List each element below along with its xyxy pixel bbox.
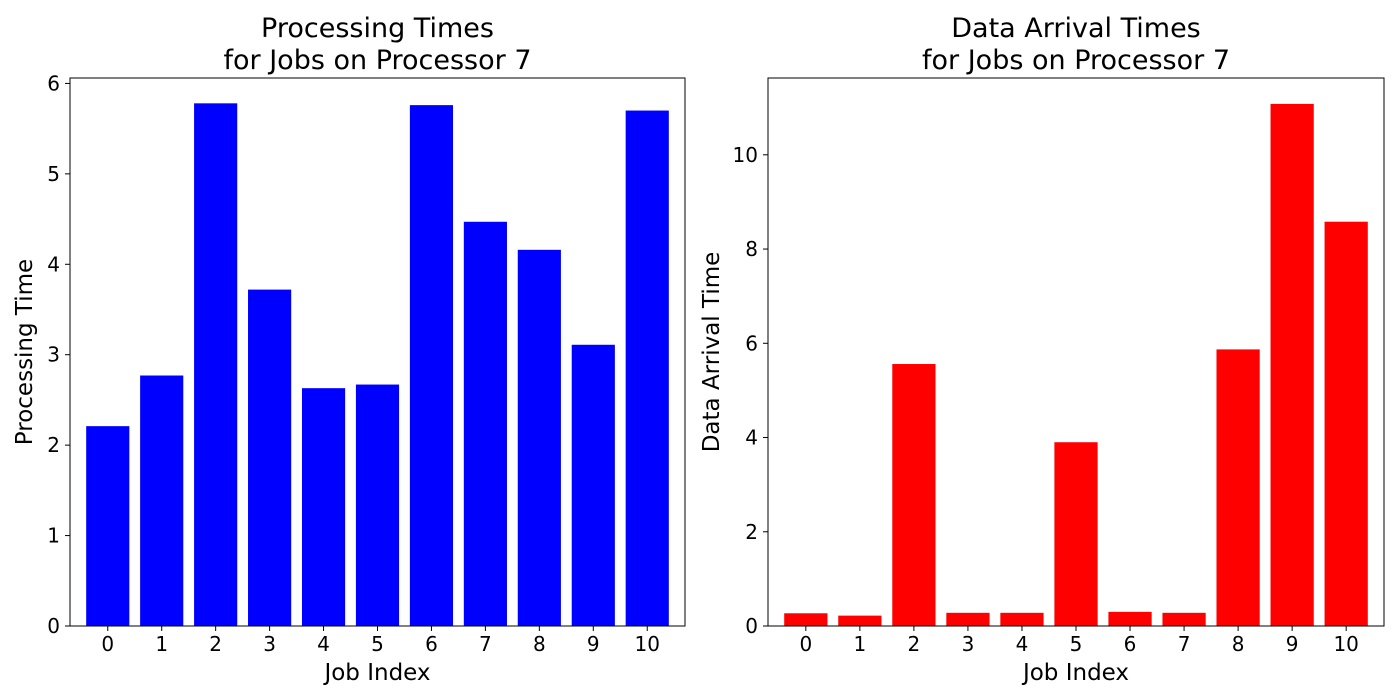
bar-processing-times-8 (517, 249, 561, 626)
y-axis-label: Processing Time (12, 259, 38, 445)
chart-title-line-2: for Jobs on Processor 7 (922, 45, 1230, 76)
x-tick-label: 8 (1232, 632, 1245, 656)
y-tick-label: 6 (745, 331, 758, 355)
bar-processing-times-3 (248, 289, 292, 626)
x-tick-label: 8 (533, 632, 546, 656)
x-tick-label: 4 (1016, 632, 1029, 656)
x-tick-label: 2 (209, 632, 222, 656)
chart-data-arrival-times: 0 1 2 3 4 5 6 7 8 9 10 0 2 4 6 8 10 Data Arrival Timesfor… (699, 13, 1385, 686)
bar-data-arrival-times-3 (946, 612, 990, 626)
y-tick-label: 4 (47, 252, 60, 276)
y-tick-label: 8 (745, 237, 758, 261)
x-tick-label: 7 (1178, 632, 1191, 656)
x-tick-label: 2 (908, 632, 921, 656)
chart-title-line-1: Processing Times (261, 13, 494, 44)
bar-processing-times-9 (571, 344, 615, 626)
bar-processing-times-10 (625, 110, 669, 627)
x-tick-label: 1 (853, 632, 866, 656)
bar-processing-times-6 (409, 105, 454, 626)
y-axis-label: Data Arrival Time (699, 252, 725, 453)
x-tick-label: 3 (263, 632, 276, 656)
bar-processing-times-5 (355, 384, 400, 626)
x-tick-label: 1 (155, 632, 168, 656)
x-tick-label: 6 (425, 632, 438, 656)
bar-processing-times-4 (301, 388, 346, 626)
x-tick-label: 5 (371, 632, 384, 656)
x-tick-label: 10 (1333, 632, 1358, 656)
chart-title-line-1: Data Arrival Times (951, 13, 1201, 44)
bar-data-arrival-times-8 (1216, 349, 1260, 626)
y-tick-label: 4 (745, 426, 758, 450)
bar-data-arrival-times-10 (1324, 221, 1368, 626)
chart-title-line-2: for Jobs on Processor 7 (224, 45, 532, 76)
bar-processing-times-2 (194, 103, 238, 626)
y-tick-label: 6 (47, 71, 60, 95)
bar-data-arrival-times-0 (784, 613, 828, 626)
y-tick-label: 3 (47, 343, 60, 367)
y-tick-label: 0 (745, 614, 758, 638)
x-axis-label: Job Index (1021, 660, 1129, 686)
bar-data-arrival-times-9 (1270, 103, 1314, 627)
bar-data-arrival-times-1 (838, 615, 882, 626)
bar-data-arrival-times-5 (1054, 442, 1098, 626)
y-tick-label: 2 (47, 433, 60, 457)
y-tick-label: 10 (733, 143, 758, 167)
x-tick-label: 4 (317, 632, 330, 656)
y-tick-label: 5 (47, 162, 60, 186)
x-tick-label: 5 (1070, 632, 1083, 656)
x-axis-label: Job Index (322, 660, 430, 686)
x-tick-label: 10 (635, 632, 660, 656)
x-tick-label: 6 (1124, 632, 1137, 656)
y-tick-label: 2 (745, 520, 758, 544)
bar-processing-times-7 (463, 221, 507, 626)
x-tick-label: 9 (587, 632, 600, 656)
y-tick-label: 1 (47, 524, 60, 548)
x-tick-label: 9 (1286, 632, 1299, 656)
bar-data-arrival-times-7 (1162, 612, 1206, 626)
x-tick-label: 0 (101, 632, 114, 656)
x-tick-label: 3 (962, 632, 975, 656)
bar-data-arrival-times-6 (1108, 611, 1152, 626)
bar-data-arrival-times-2 (892, 364, 936, 626)
bar-processing-times-1 (140, 375, 184, 626)
bar-data-arrival-times-4 (1000, 612, 1044, 626)
x-tick-label: 7 (479, 632, 492, 656)
y-tick-label: 0 (47, 614, 60, 638)
x-tick-label: 0 (799, 632, 812, 656)
bar-processing-times-0 (86, 426, 130, 626)
